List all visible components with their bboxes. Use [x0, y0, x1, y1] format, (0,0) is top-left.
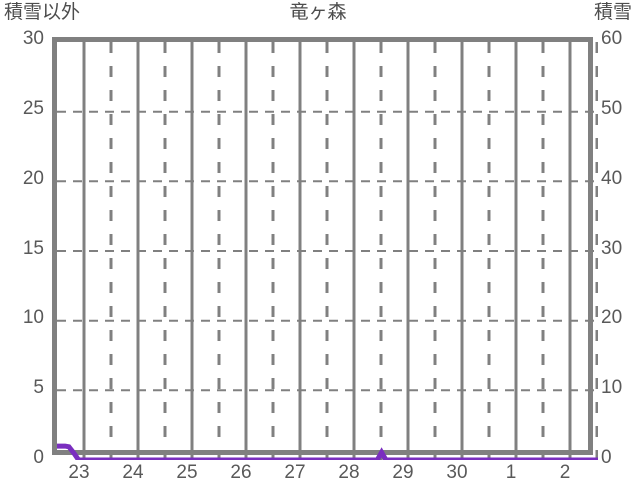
y-right-tick-4: 20	[601, 307, 623, 328]
y-right-tick-3: 30	[601, 238, 623, 259]
x-tick-24: 24	[122, 462, 144, 483]
x-tick-27: 27	[284, 462, 306, 483]
y-right-tick-6: 0	[601, 447, 612, 468]
y-left-tick-5: 5	[33, 377, 44, 398]
x-tick-28: 28	[338, 462, 360, 483]
y-left-tick-2: 20	[22, 168, 44, 189]
y-left-tick-1: 25	[22, 98, 44, 119]
plot-area	[52, 37, 598, 460]
data-series-line	[57, 443, 598, 460]
y-right-tick-1: 50	[601, 98, 623, 119]
x-tick-30: 30	[446, 462, 468, 483]
y-right-tick-0: 60	[601, 28, 623, 49]
x-tick-2: 2	[559, 462, 571, 483]
x-tick-26: 26	[230, 462, 252, 483]
x-tick-23: 23	[68, 462, 90, 483]
y-left-tick-0: 30	[22, 28, 44, 49]
x-tick-1: 1	[505, 462, 517, 483]
plot-svg	[57, 42, 598, 460]
y-left-tick-6: 0	[33, 447, 44, 468]
y-right-tick-2: 40	[601, 168, 623, 189]
plot-inner	[57, 42, 598, 460]
x-tick-29: 29	[392, 462, 414, 483]
chart-title: 竜ヶ森	[289, 2, 347, 23]
right-axis-title: 積雪	[593, 2, 632, 23]
left-axis-title: 積雪以外	[4, 2, 81, 23]
y-left-tick-3: 15	[22, 238, 44, 259]
x-tick-25: 25	[176, 462, 198, 483]
y-left-tick-4: 10	[22, 307, 44, 328]
vertical-gridlines-major	[82, 42, 572, 460]
y-right-tick-5: 10	[601, 377, 623, 398]
horizontal-gridlines	[57, 110, 598, 392]
